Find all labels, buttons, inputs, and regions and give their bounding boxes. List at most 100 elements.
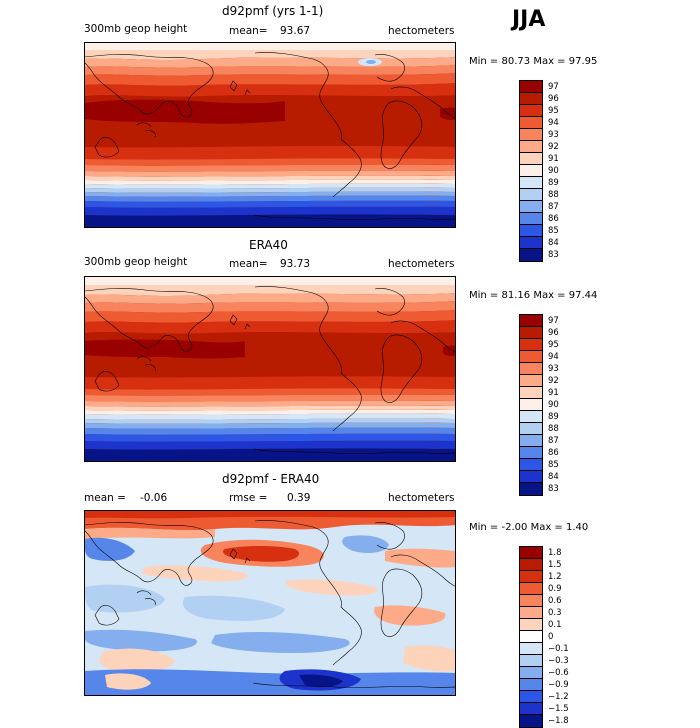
panel2-units: hectometers <box>388 258 455 270</box>
colorbar-level-label: −1.8 <box>548 716 569 726</box>
panel1-max-label: Max = <box>533 56 566 67</box>
coast-pacific-islands <box>229 80 251 96</box>
coast-asia <box>85 522 214 586</box>
colorbar-swatch <box>520 315 542 327</box>
coast-greenland <box>374 54 405 82</box>
colorbar-swatch <box>520 703 542 715</box>
contour-band-94s <box>85 158 455 166</box>
contour-band-86s <box>85 427 455 435</box>
colorbar-swatch <box>520 93 542 105</box>
colorbar-swatch <box>520 571 542 583</box>
colorbar-swatch <box>520 177 542 189</box>
colorbar-swatch <box>520 399 542 411</box>
colorbar-swatch <box>520 213 542 225</box>
coast-australia <box>94 371 120 392</box>
contour-band-90s <box>85 409 455 415</box>
colorbar-level-label: 1.5 <box>548 560 562 570</box>
panel3-max-value: 1.40 <box>565 522 589 533</box>
panel1-min-value: 80.73 <box>501 56 531 67</box>
panel1-min-label: Min = <box>469 56 499 67</box>
panel3-mean-label: mean = <box>84 492 126 504</box>
contour-band-94 <box>85 310 455 323</box>
colorbar-swatch <box>520 691 542 703</box>
colorbar-level-label: 89 <box>548 178 559 188</box>
panel3-min-label: Min = <box>469 522 499 533</box>
coast-antarctica <box>252 214 455 220</box>
contour-band-87s <box>85 422 455 429</box>
season-label: JJA <box>512 7 546 32</box>
contour-band-94s <box>85 388 455 396</box>
panel3-coastlines <box>85 520 455 688</box>
contour-so-neg-b <box>211 632 350 653</box>
coast-australia <box>94 605 120 626</box>
coast-antarctica <box>252 448 455 454</box>
contour-band-84s <box>85 206 455 216</box>
contour-band-90 <box>85 43 455 50</box>
colorbar-swatch <box>520 129 542 141</box>
colorbar-swatch <box>520 387 542 399</box>
panel3-contours <box>85 511 455 695</box>
colorbar-level-label: 0.1 <box>548 620 562 630</box>
coast-north-america <box>254 520 342 608</box>
contour-low-87 <box>366 60 376 64</box>
panel2-mean-value: 93.73 <box>280 258 311 270</box>
panel3-min-value: -2.00 <box>501 522 528 533</box>
panel2-map-svg <box>85 277 455 461</box>
contour-band-92 <box>85 293 455 304</box>
contour-band-97a <box>85 99 285 124</box>
contour-band-93 <box>85 301 455 313</box>
panel1-field-label: 300mb geop height <box>84 23 188 35</box>
contour-band-97b <box>443 345 455 357</box>
colorbar-level-label: 0.9 <box>548 584 562 594</box>
coast-australia <box>94 137 120 158</box>
colorbar-level-label: 94 <box>548 118 559 128</box>
colorbar-level-label: 0 <box>548 632 554 642</box>
contour-satl-pos <box>374 605 446 626</box>
colorbar-swatch <box>520 423 542 435</box>
contour-band-87s <box>85 191 455 197</box>
colorbar-swatch <box>520 435 542 447</box>
panel2-min-label: Min = <box>469 290 499 301</box>
panel2-max-label: Max = <box>533 290 566 301</box>
panel2-colorbar <box>519 314 543 496</box>
contour-band-88s <box>85 418 455 424</box>
colorbar-swatch <box>520 411 542 423</box>
panel1-max-value: 97.95 <box>568 56 598 67</box>
panel1-coastlines <box>85 52 455 220</box>
panel1-map-svg <box>85 43 455 227</box>
panel2-coastlines <box>85 286 455 454</box>
colorbar-swatch <box>520 447 542 459</box>
colorbar-level-label: 1.8 <box>548 548 562 558</box>
contour-band-95 <box>85 320 455 334</box>
contour-band-91s <box>85 175 455 181</box>
colorbar-level-label: 83 <box>548 250 559 260</box>
colorbar-level-label: 91 <box>548 154 559 164</box>
coast-north-america <box>254 286 342 374</box>
colorbar-swatch <box>520 583 542 595</box>
coast-asia <box>85 54 214 118</box>
coast-pacific-islands <box>229 314 251 330</box>
contour-band-91s <box>85 405 455 411</box>
colorbar-swatch <box>520 607 542 619</box>
coast-indonesia <box>136 356 156 372</box>
colorbar-level-label: 88 <box>548 424 559 434</box>
colorbar-swatch <box>520 595 542 607</box>
colorbar-level-label: −0.3 <box>548 656 569 666</box>
contour-band-95 <box>85 83 455 97</box>
contour-arctic-pos-strong <box>85 511 455 519</box>
colorbar-level-label: 84 <box>548 472 559 482</box>
panel1-minmax: Min = 80.73 Max = 97.95 <box>469 56 597 67</box>
contour-band-93s <box>85 164 455 172</box>
colorbar-level-label: 97 <box>548 82 559 92</box>
colorbar-level-label: 85 <box>548 226 559 236</box>
contour-band-86s <box>85 195 455 202</box>
colorbar-swatch <box>520 189 542 201</box>
colorbar-level-label: 96 <box>548 94 559 104</box>
coast-africa <box>380 100 423 169</box>
colorbar-swatch <box>520 153 542 165</box>
contour-band-95s <box>85 146 455 160</box>
coast-south-america <box>332 372 362 432</box>
coast-south-america <box>332 606 362 666</box>
panel2-field-label: 300mb geop height <box>84 256 188 268</box>
colorbar-swatch <box>520 655 542 667</box>
